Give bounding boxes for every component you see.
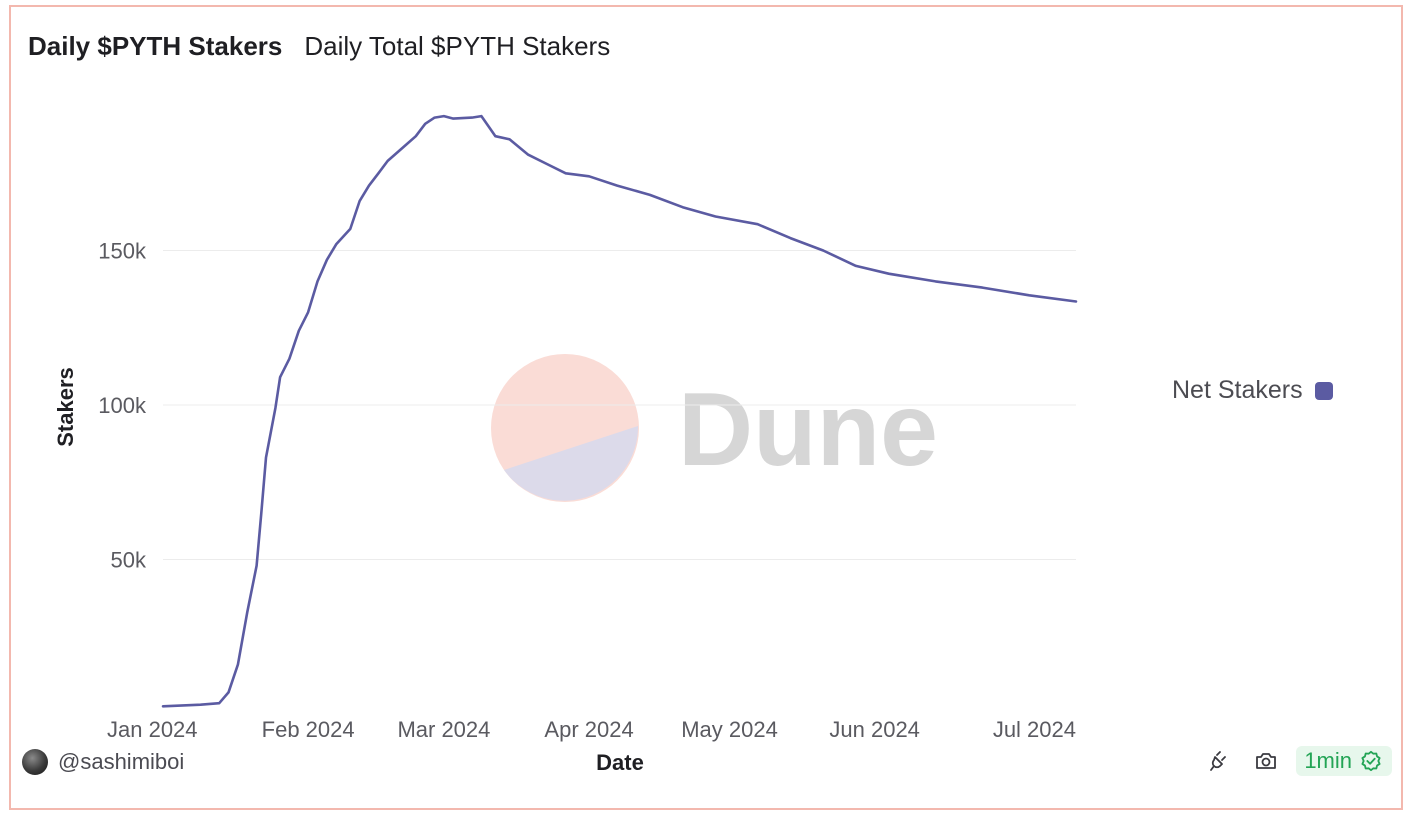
x-tick-label: Apr 2024 — [544, 717, 633, 742]
y-tick-label: 50k — [111, 548, 147, 573]
y-tick-label: 150k — [98, 239, 147, 264]
footer-actions: 1min — [1204, 745, 1392, 777]
x-axis-ticks: Jan 2024 Feb 2024 Mar 2024 Apr 2024 May 2024… — [107, 717, 1076, 742]
chart-card: Daily $PYTH Stakers Daily Total $PYTH St… — [9, 5, 1403, 810]
camera-icon[interactable] — [1250, 745, 1282, 777]
y-axis-label: Stakers — [53, 367, 78, 447]
check-circle-icon — [1361, 750, 1381, 772]
avatar — [22, 749, 48, 775]
x-tick-label: Jun 2024 — [829, 717, 920, 742]
api-plug-icon[interactable] — [1204, 745, 1236, 777]
legend-item-net-stakers[interactable]: Net Stakers — [1172, 376, 1333, 405]
dune-watermark: Dune — [491, 354, 938, 502]
refresh-badge[interactable]: 1min — [1296, 746, 1392, 776]
series-line-net-stakers[interactable] — [161, 114, 1078, 708]
watermark-text: Dune — [678, 372, 938, 488]
y-tick-label: 100k — [98, 393, 147, 418]
x-axis-label: Date — [596, 750, 644, 775]
series-layer — [161, 114, 1078, 708]
grid-lines — [163, 250, 1076, 560]
author-info[interactable]: @sashimiboi — [22, 749, 184, 775]
x-tick-label: Mar 2024 — [397, 717, 490, 742]
refresh-interval: 1min — [1304, 748, 1352, 773]
legend-label: Net Stakers — [1172, 376, 1303, 404]
legend-swatch — [1314, 381, 1333, 400]
x-tick-label: Jul 2024 — [993, 717, 1076, 742]
author-handle: @sashimiboi — [58, 749, 185, 774]
x-tick-label: Jan 2024 — [107, 717, 198, 742]
chart-subtitle: Daily Total $PYTH Stakers — [304, 31, 611, 61]
dune-logo-lower-icon — [504, 426, 639, 501]
x-tick-label: May 2024 — [681, 717, 778, 742]
header: Daily $PYTH Stakers Daily Total $PYTH St… — [28, 31, 610, 62]
y-axis-ticks: 50k 100k 150k — [98, 239, 147, 573]
chart-title: Daily $PYTH Stakers — [28, 31, 283, 61]
x-tick-label: Feb 2024 — [262, 717, 355, 742]
